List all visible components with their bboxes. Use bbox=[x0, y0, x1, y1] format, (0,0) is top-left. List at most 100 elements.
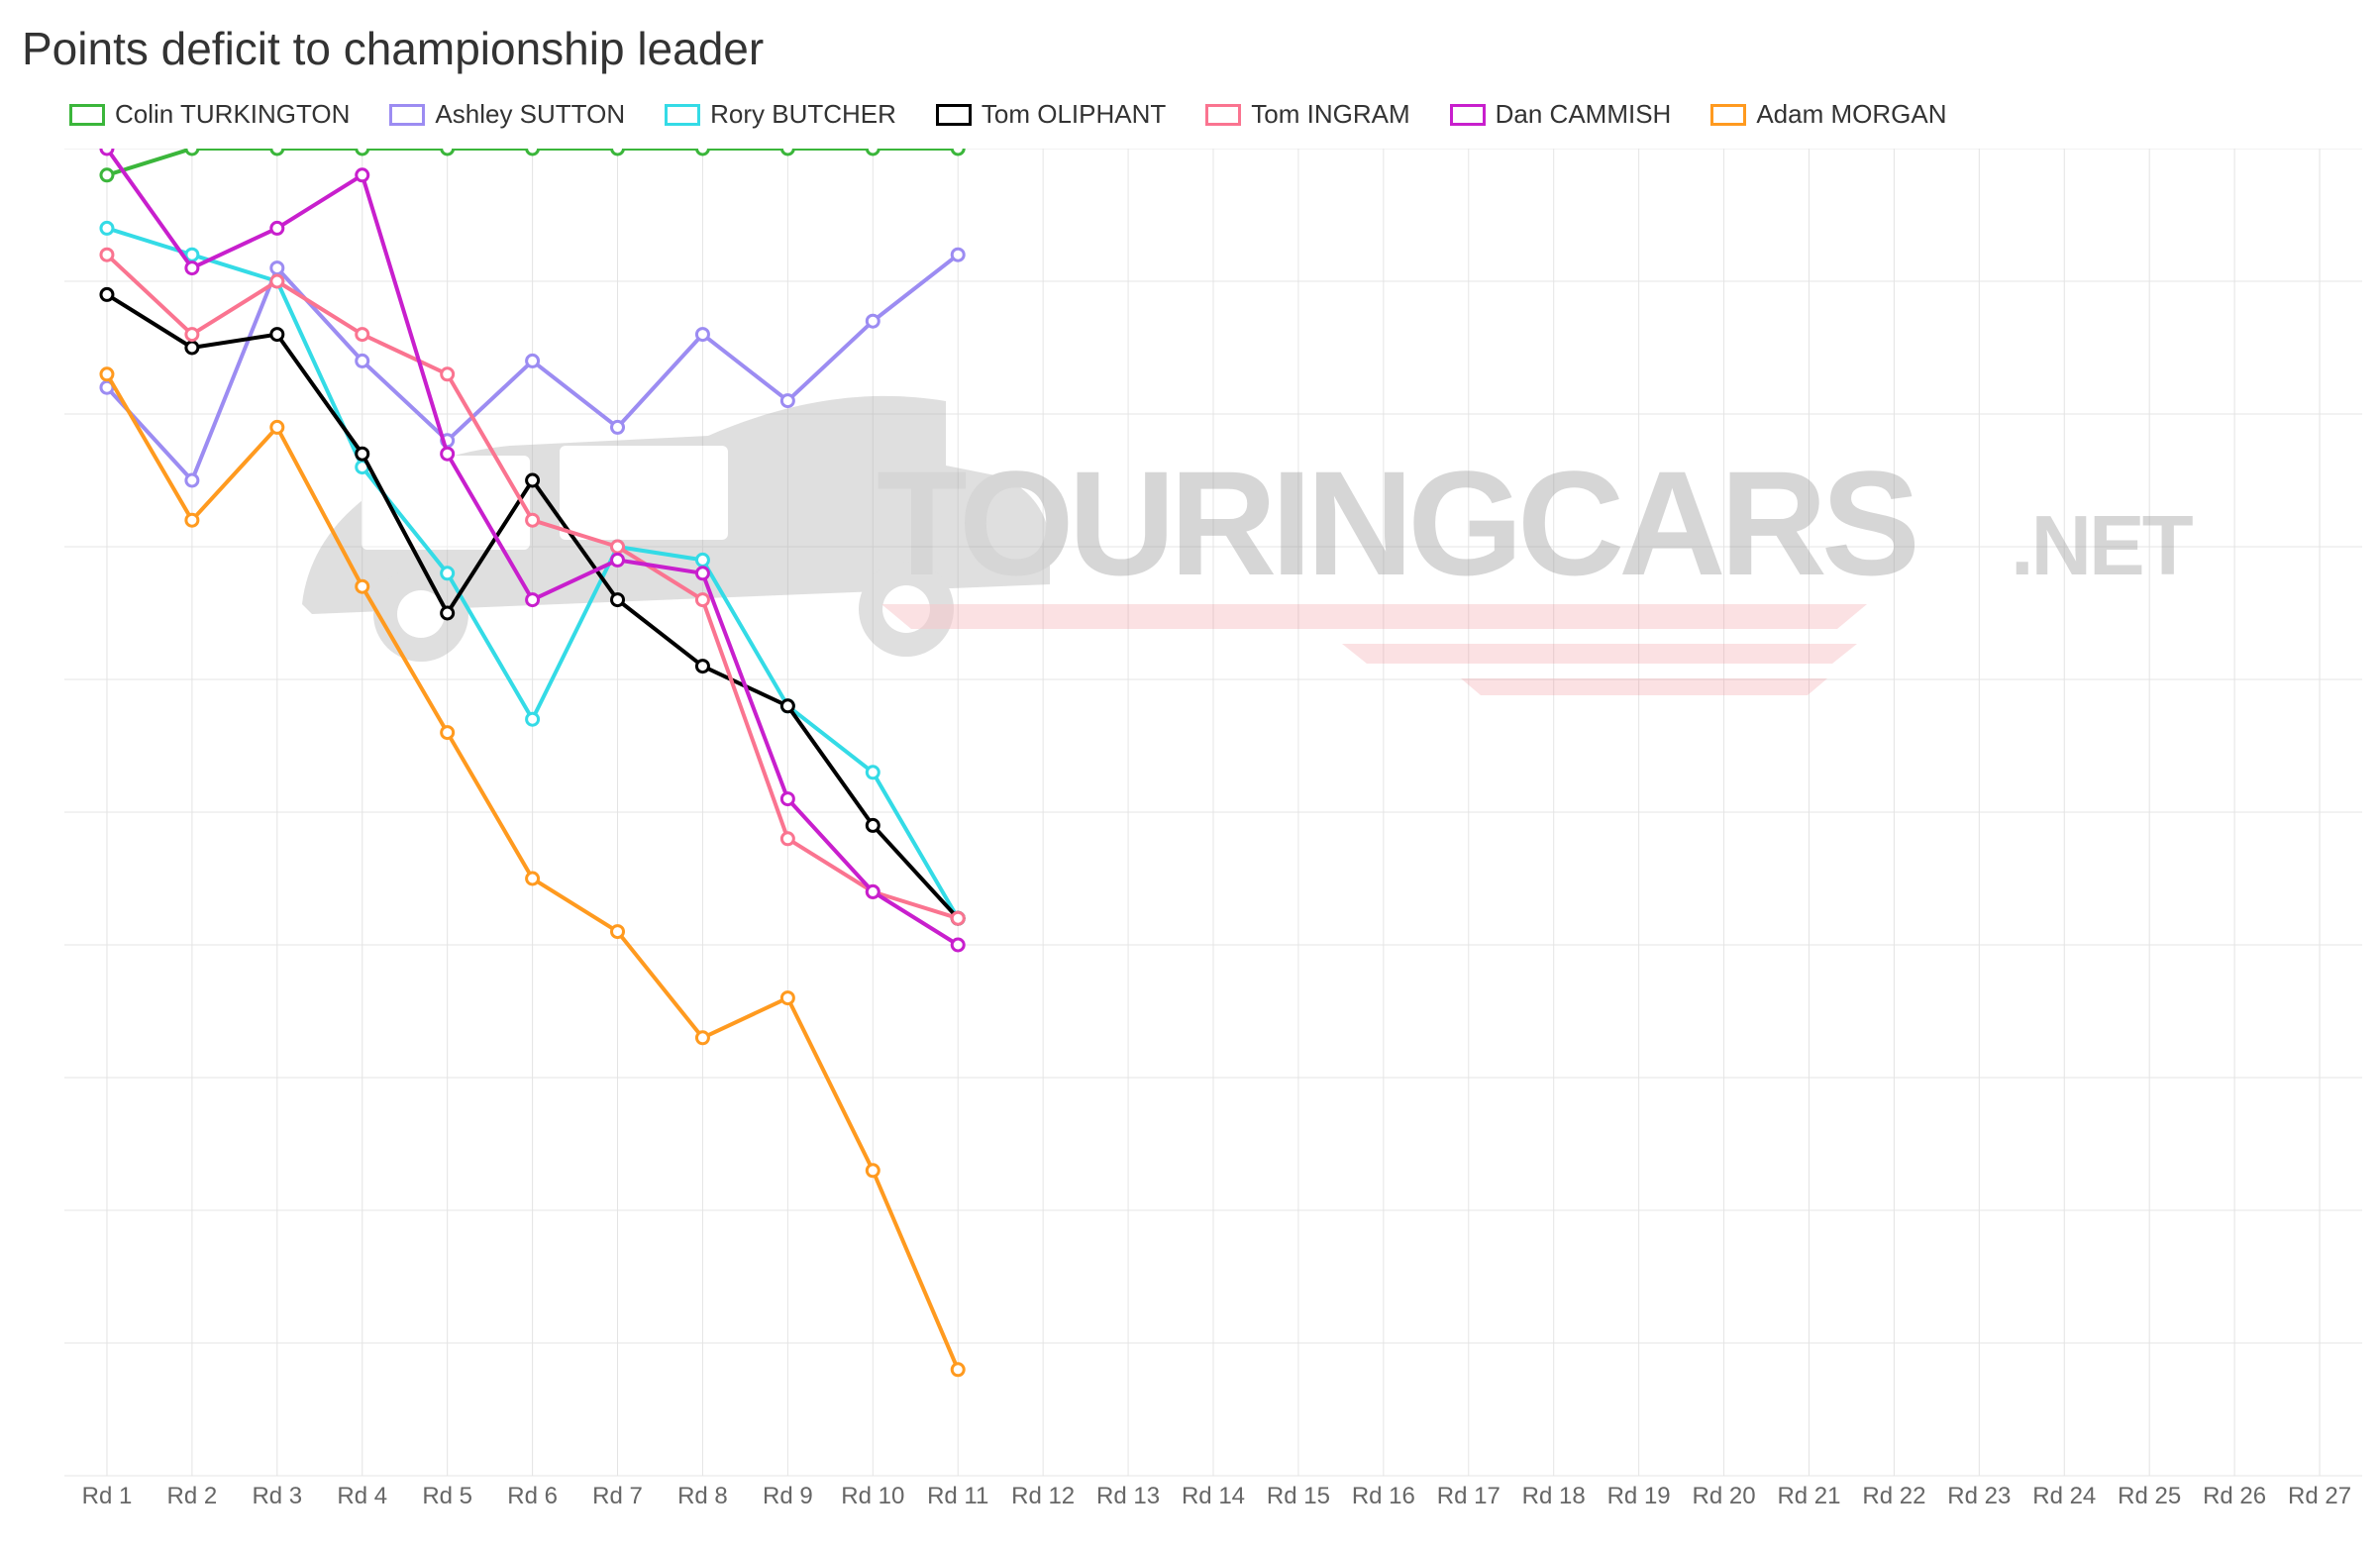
data-point[interactable] bbox=[101, 249, 113, 260]
data-point[interactable] bbox=[357, 448, 368, 460]
data-point[interactable] bbox=[186, 342, 198, 354]
data-point[interactable] bbox=[696, 661, 708, 673]
svg-text:Rd 13: Rd 13 bbox=[1096, 1483, 1160, 1505]
data-point[interactable] bbox=[357, 169, 368, 181]
data-point[interactable] bbox=[442, 149, 454, 155]
legend-swatch bbox=[1710, 104, 1746, 126]
svg-text:Rd 17: Rd 17 bbox=[1437, 1483, 1500, 1505]
data-point[interactable] bbox=[101, 368, 113, 380]
data-point[interactable] bbox=[357, 329, 368, 341]
data-point[interactable] bbox=[781, 149, 793, 155]
legend-label: Colin TURKINGTON bbox=[115, 99, 350, 130]
svg-text:Rd 1: Rd 1 bbox=[82, 1483, 133, 1505]
svg-text:Rd 20: Rd 20 bbox=[1693, 1483, 1756, 1505]
data-point[interactable] bbox=[867, 819, 879, 831]
svg-text:Rd 3: Rd 3 bbox=[252, 1483, 302, 1505]
data-point[interactable] bbox=[101, 169, 113, 181]
legend: Colin TURKINGTON Ashley SUTTON Rory BUTCHE… bbox=[69, 99, 1946, 130]
svg-text:Rd 16: Rd 16 bbox=[1352, 1483, 1415, 1505]
data-point[interactable] bbox=[101, 288, 113, 300]
svg-text:Rd 5: Rd 5 bbox=[422, 1483, 472, 1505]
data-point[interactable] bbox=[612, 554, 624, 566]
data-point[interactable] bbox=[271, 262, 283, 274]
data-point[interactable] bbox=[612, 594, 624, 606]
data-point[interactable] bbox=[357, 355, 368, 366]
svg-text:Rd 2: Rd 2 bbox=[167, 1483, 218, 1505]
data-point[interactable] bbox=[867, 1165, 879, 1177]
data-point[interactable] bbox=[612, 421, 624, 433]
data-point[interactable] bbox=[101, 222, 113, 234]
data-point[interactable] bbox=[696, 554, 708, 566]
data-point[interactable] bbox=[357, 580, 368, 592]
legend-item[interactable]: Ashley SUTTON bbox=[389, 99, 625, 130]
data-point[interactable] bbox=[442, 448, 454, 460]
data-point[interactable] bbox=[271, 329, 283, 341]
data-point[interactable] bbox=[952, 149, 964, 155]
svg-text:Rd 8: Rd 8 bbox=[677, 1483, 728, 1505]
data-point[interactable] bbox=[867, 885, 879, 897]
data-point[interactable] bbox=[527, 514, 539, 526]
svg-text:Rd 25: Rd 25 bbox=[2118, 1483, 2181, 1505]
data-point[interactable] bbox=[271, 421, 283, 433]
legend-swatch bbox=[1450, 104, 1486, 126]
data-point[interactable] bbox=[612, 149, 624, 155]
data-point[interactable] bbox=[696, 329, 708, 341]
data-point[interactable] bbox=[101, 149, 113, 155]
svg-text:Rd 22: Rd 22 bbox=[1862, 1483, 1925, 1505]
legend-label: Ashley SUTTON bbox=[435, 99, 625, 130]
svg-text:Rd 6: Rd 6 bbox=[507, 1483, 558, 1505]
svg-text:Rd 10: Rd 10 bbox=[841, 1483, 904, 1505]
data-point[interactable] bbox=[527, 149, 539, 155]
chart-svg: 0-10-20-30-40-50-60-70-80-90-100Rd 1Rd 2… bbox=[54, 149, 2362, 1505]
svg-text:Rd 19: Rd 19 bbox=[1607, 1483, 1671, 1505]
legend-swatch bbox=[69, 104, 105, 126]
data-point[interactable] bbox=[442, 368, 454, 380]
data-point[interactable] bbox=[781, 700, 793, 712]
legend-item[interactable]: Tom OLIPHANT bbox=[936, 99, 1166, 130]
data-point[interactable] bbox=[186, 474, 198, 486]
data-point[interactable] bbox=[271, 149, 283, 155]
data-point[interactable] bbox=[612, 541, 624, 553]
data-point[interactable] bbox=[781, 395, 793, 407]
data-point[interactable] bbox=[952, 939, 964, 951]
data-point[interactable] bbox=[952, 912, 964, 924]
data-point[interactable] bbox=[696, 594, 708, 606]
data-point[interactable] bbox=[867, 767, 879, 778]
data-point[interactable] bbox=[442, 727, 454, 739]
data-point[interactable] bbox=[527, 594, 539, 606]
data-point[interactable] bbox=[527, 474, 539, 486]
data-point[interactable] bbox=[867, 149, 879, 155]
data-point[interactable] bbox=[867, 315, 879, 327]
data-point[interactable] bbox=[781, 793, 793, 805]
data-point[interactable] bbox=[527, 355, 539, 366]
legend-label: Tom OLIPHANT bbox=[982, 99, 1166, 130]
data-point[interactable] bbox=[186, 149, 198, 155]
data-point[interactable] bbox=[952, 249, 964, 260]
data-point[interactable] bbox=[442, 607, 454, 619]
data-point[interactable] bbox=[357, 149, 368, 155]
legend-item[interactable]: Colin TURKINGTON bbox=[69, 99, 350, 130]
data-point[interactable] bbox=[527, 713, 539, 725]
svg-text:Rd 26: Rd 26 bbox=[2203, 1483, 2266, 1505]
legend-item[interactable]: Tom INGRAM bbox=[1205, 99, 1409, 130]
legend-item[interactable]: Adam MORGAN bbox=[1710, 99, 1946, 130]
legend-item[interactable]: Dan CAMMISH bbox=[1450, 99, 1672, 130]
data-point[interactable] bbox=[442, 568, 454, 579]
legend-swatch bbox=[1205, 104, 1241, 126]
data-point[interactable] bbox=[271, 275, 283, 287]
data-point[interactable] bbox=[186, 329, 198, 341]
data-point[interactable] bbox=[271, 222, 283, 234]
data-point[interactable] bbox=[527, 873, 539, 884]
data-point[interactable] bbox=[696, 568, 708, 579]
legend-item[interactable]: Rory BUTCHER bbox=[665, 99, 896, 130]
data-point[interactable] bbox=[696, 1032, 708, 1044]
data-point[interactable] bbox=[781, 833, 793, 845]
data-point[interactable] bbox=[696, 149, 708, 155]
data-point[interactable] bbox=[186, 514, 198, 526]
data-point[interactable] bbox=[612, 926, 624, 938]
data-point[interactable] bbox=[186, 262, 198, 274]
data-point[interactable] bbox=[781, 992, 793, 1004]
data-point[interactable] bbox=[952, 1364, 964, 1376]
svg-text:Rd 23: Rd 23 bbox=[1947, 1483, 2011, 1505]
legend-label: Adam MORGAN bbox=[1756, 99, 1946, 130]
